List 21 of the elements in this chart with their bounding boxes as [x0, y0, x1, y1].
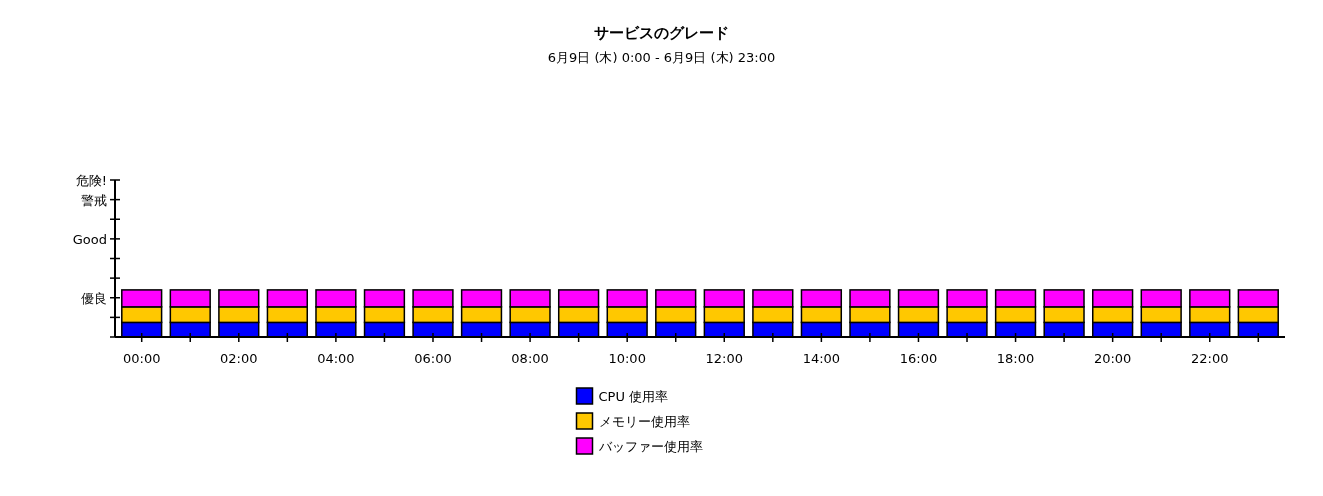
x-tick-label: 14:00 — [802, 351, 841, 366]
legend-label: CPU 使用率 — [598, 389, 669, 404]
x-tick-label: 22:00 — [1191, 351, 1229, 366]
text: 危険! — [75, 173, 107, 188]
text: 警戒 — [81, 192, 107, 208]
x-tick-label: 10:00 — [608, 351, 646, 366]
text: 優良 — [81, 290, 107, 306]
x-tick-label: 20:00 — [1093, 351, 1132, 366]
x-tick-label: 00:00 — [122, 351, 161, 366]
text: Good — [72, 231, 107, 247]
x-tick-label: 04:00 — [317, 351, 355, 366]
legend-label: メモリー使用率 — [598, 414, 690, 429]
chart-title: サービスのグレード — [594, 24, 729, 42]
x-tick-label: 12:00 — [705, 351, 744, 366]
x-tick-label: 16:00 — [899, 351, 938, 366]
x-tick-label: 02:00 — [220, 351, 258, 366]
chart-subtitle: 6月9日 (木) 0:00 - 6月9日 (木) 23:00 — [547, 50, 776, 65]
x-tick-label: 18:00 — [996, 351, 1035, 366]
x-tick-label: 08:00 — [511, 351, 549, 366]
legend-label: バッファー使用率 — [597, 439, 703, 454]
x-tick-label: 06:00 — [414, 351, 452, 366]
